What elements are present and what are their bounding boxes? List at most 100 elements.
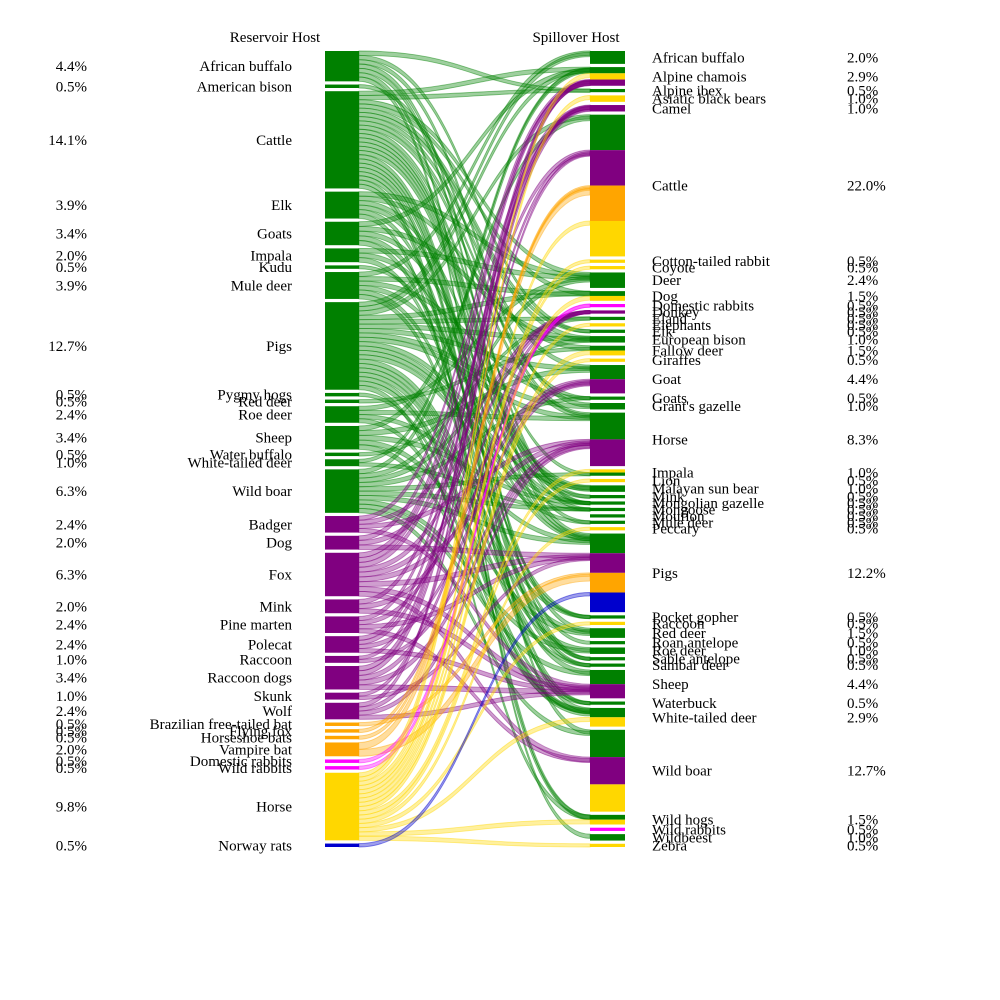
spillover-bar-goat-seg1 bbox=[590, 379, 625, 394]
spillover-bar-fallow-deer-seg0 bbox=[590, 345, 625, 351]
spillover-bar-impala-seg1 bbox=[590, 472, 625, 476]
reservoir-bar-fox bbox=[325, 552, 359, 597]
reservoir-label-wild-rabbits: Wild rabbits bbox=[218, 761, 292, 777]
spillover-pct-sable-antelope: 0.5% bbox=[847, 652, 878, 668]
spillover-bar-white-tailed-deer-seg1 bbox=[590, 717, 625, 727]
reservoir-pct-brazilian-free-tailed-bat: 0.5% bbox=[56, 717, 87, 733]
reservoir-pct-dog: 2.0% bbox=[56, 536, 87, 552]
spillover-pct-fallow-deer: 1.5% bbox=[847, 344, 878, 360]
reservoir-pct-pine-marten: 2.4% bbox=[56, 618, 87, 634]
reservoir-bar-vampire-bat bbox=[325, 742, 359, 757]
spillover-bar-deer bbox=[590, 272, 625, 288]
spillover-bar-pigs-seg2 bbox=[590, 572, 625, 593]
spillover-label-zebra: Zebra bbox=[652, 838, 687, 854]
spillover-bar-mule-deer bbox=[590, 520, 625, 524]
spillover-pct-dog: 1.5% bbox=[847, 289, 878, 305]
reservoir-label-goats: Goats bbox=[257, 226, 292, 242]
flow-ribbon-cattle bbox=[358, 162, 591, 661]
spillover-pct-cotton-tailed-rabbit: 0.5% bbox=[847, 254, 878, 270]
spillover-label-eland: Eland bbox=[652, 311, 687, 327]
spillover-label-red-deer: Red deer bbox=[652, 626, 706, 642]
flow-ribbon-badger bbox=[358, 309, 591, 525]
spillover-pct-elephants: 0.5% bbox=[847, 318, 878, 334]
spillover-pct-roan-antelope: 0.5% bbox=[847, 636, 878, 652]
spillover-bar-mouflon bbox=[590, 514, 625, 518]
spillover-pct-raccoon: 0.5% bbox=[847, 616, 878, 632]
spillover-bar-domestic-rabbits bbox=[590, 303, 625, 308]
reservoir-label-brazilian-free-tailed-bat: Brazilian free-tailed bat bbox=[150, 717, 293, 733]
spillover-label-roe-deer: Roe deer bbox=[652, 644, 706, 660]
reservoir-pct-pigs: 12.7% bbox=[48, 339, 87, 355]
reservoir-pct-fox: 6.3% bbox=[56, 567, 87, 583]
spillover-pct-waterbuck: 0.5% bbox=[847, 696, 878, 712]
spillover-pct-wild-hogs: 1.5% bbox=[847, 813, 878, 829]
reservoir-pct-norway-rats: 0.5% bbox=[56, 838, 87, 854]
reservoir-label-pygmy-hogs: Pygmy hogs bbox=[217, 388, 292, 404]
spillover-pct-eland: 0.5% bbox=[847, 311, 878, 327]
reservoir-bar-raccoon bbox=[325, 655, 359, 663]
flow-ribbon-pigs bbox=[358, 376, 591, 706]
reservoir-label-fox: Fox bbox=[269, 567, 293, 583]
reservoir-bar-polecat bbox=[325, 636, 359, 653]
reservoir-pct-wild-boar: 6.3% bbox=[56, 484, 87, 500]
reservoir-bar-american-bison bbox=[325, 84, 359, 88]
spillover-bar-sambar-deer bbox=[590, 663, 625, 667]
spillover-bar-pigs-seg1 bbox=[590, 553, 625, 573]
reservoir-bar-flying-fox bbox=[325, 729, 359, 733]
spillover-label-elk: Elk bbox=[652, 324, 673, 340]
spillover-label-mule-deer: Mule deer bbox=[652, 515, 713, 531]
spillover-label-roan-antelope: Roan antelope bbox=[652, 636, 739, 652]
spillover-pct-wildbeest: 1.0% bbox=[847, 830, 878, 846]
spillover-bar-european-bison bbox=[590, 336, 625, 343]
spillover-pct-sambar-deer: 0.5% bbox=[847, 658, 878, 674]
flow-ribbon-wild-boar bbox=[358, 472, 591, 492]
flow-ribbon-wild-rabbits bbox=[358, 303, 591, 771]
spillover-bar-raccoon bbox=[590, 621, 625, 625]
spillover-bar-eland bbox=[590, 316, 625, 321]
reservoir-pct-goats: 3.4% bbox=[56, 226, 87, 242]
spillover-bar-zebra bbox=[590, 843, 625, 847]
spillover-bar-cattle-seg0 bbox=[590, 114, 625, 151]
spillover-label-african-buffalo: African buffalo bbox=[652, 50, 745, 66]
reservoir-label-water-buffalo: Water buffalo bbox=[210, 447, 292, 463]
reservoir-pct-badger: 2.4% bbox=[56, 517, 87, 533]
spillover-pct-asiatic-black-bears: 1.0% bbox=[847, 92, 878, 108]
reservoir-bar-african-buffalo bbox=[325, 51, 359, 82]
spillover-label-asiatic-black-bears: Asiatic black bears bbox=[652, 92, 766, 108]
reservoir-pct-raccoon-dogs: 3.4% bbox=[56, 671, 87, 687]
reservoir-pct-pygmy-hogs: 0.5% bbox=[56, 388, 87, 404]
flow-ribbon-cattle bbox=[358, 107, 591, 334]
spillover-bar-mongoose bbox=[590, 507, 625, 512]
flow-ribbon-mule-deer bbox=[358, 289, 591, 620]
spillover-bar-red-deer bbox=[590, 628, 625, 638]
flow-ribbon-horse bbox=[358, 259, 591, 791]
reservoir-pct-elk: 3.9% bbox=[56, 198, 87, 214]
flow-ribbon-african-buffalo bbox=[358, 72, 591, 661]
flow-layer bbox=[358, 50, 591, 848]
spillover-pct-european-bison: 1.0% bbox=[847, 332, 878, 348]
spillover-pct-goats: 0.5% bbox=[847, 391, 878, 407]
reservoir-bar-horseshoe-bats bbox=[325, 735, 359, 740]
reservoir-bar-domestic-rabbits bbox=[325, 759, 359, 763]
spillover-bar-dog-seg1 bbox=[590, 295, 625, 301]
reservoir-pct-kudu: 0.5% bbox=[56, 260, 87, 276]
spillover-pct-mink: 0.5% bbox=[847, 490, 878, 506]
spillover-pct-roe-deer: 1.0% bbox=[847, 644, 878, 660]
spillover-pct-mongolian-gazelle: 0.5% bbox=[847, 496, 878, 512]
flow-ribbon-fox bbox=[358, 310, 591, 573]
spillover-bar-peccary bbox=[590, 527, 625, 531]
reservoir-label-polecat: Polecat bbox=[248, 637, 293, 653]
reservoir-label-dog: Dog bbox=[266, 536, 292, 552]
reservoir-bar-goats bbox=[325, 221, 359, 246]
reservoir-bar-wild-rabbits bbox=[325, 766, 359, 770]
spillover-bar-waterbuck bbox=[590, 701, 625, 705]
spillover-pct-donkey: 0.5% bbox=[847, 305, 878, 321]
reservoir-bar-norway-rats bbox=[325, 843, 359, 847]
reservoir-bar-dog bbox=[325, 535, 359, 550]
spillover-pct-cattle: 22.0% bbox=[847, 179, 886, 195]
flow-ribbon-pigs bbox=[358, 316, 591, 325]
reservoir-label-mule-deer: Mule deer bbox=[231, 278, 292, 294]
flow-ribbon-african-buffalo bbox=[358, 63, 591, 506]
spillover-label-cattle: Cattle bbox=[652, 179, 688, 195]
reservoir-bar-sheep bbox=[325, 425, 359, 450]
